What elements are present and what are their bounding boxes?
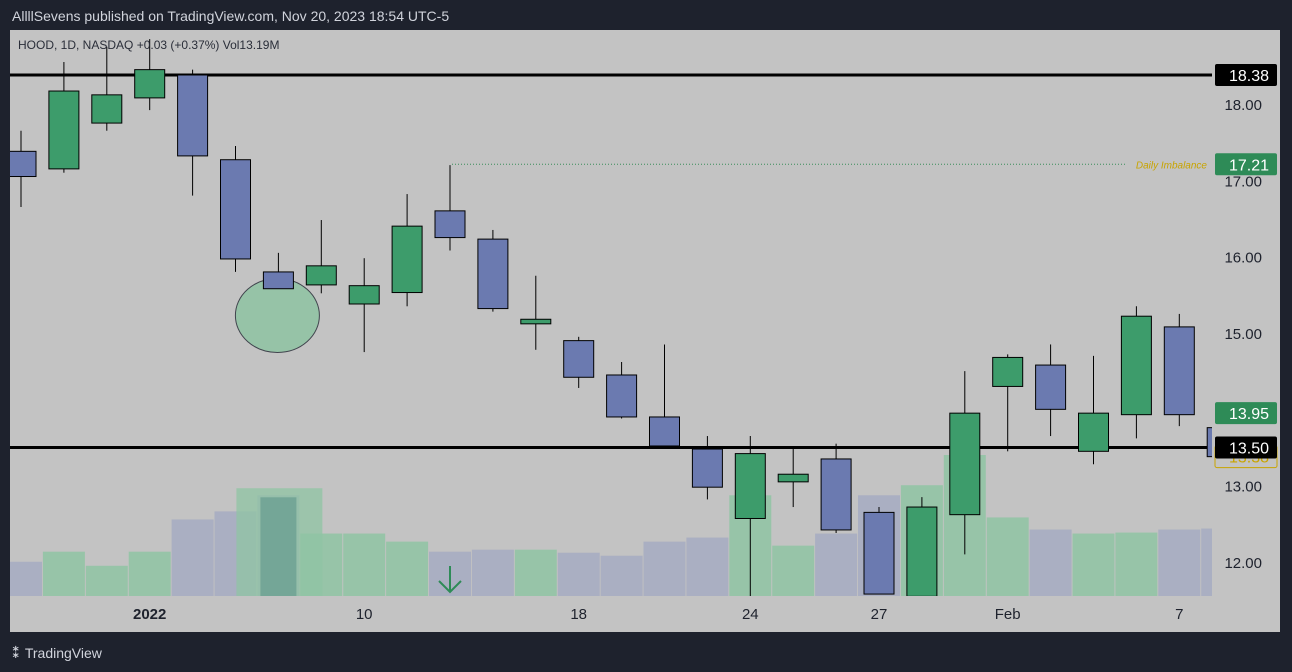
- y-tick-label: 13.00: [1224, 479, 1262, 496]
- volume-highlight-bar: [260, 497, 297, 596]
- volume-bar: [1158, 529, 1201, 596]
- volume-bar: [815, 533, 858, 596]
- candle-body: [1206, 427, 1212, 458]
- volume-bar: [1115, 532, 1158, 596]
- volume-bar: [986, 517, 1029, 596]
- candle-body: [649, 416, 680, 447]
- highlight-circle: [234, 277, 320, 353]
- x-tick-label: 2022: [133, 606, 166, 623]
- volume-bar: [1029, 529, 1072, 596]
- candle-body: [220, 159, 251, 260]
- volume-bar: [686, 537, 729, 596]
- volume-bar: [171, 519, 214, 596]
- candle-body: [863, 511, 895, 595]
- y-tick-label: 17.00: [1224, 173, 1262, 190]
- x-tick-label: 24: [742, 606, 759, 623]
- candle-body: [734, 453, 766, 519]
- volume-bar: [1072, 533, 1115, 596]
- volume-bar: [643, 541, 686, 596]
- candle-body: [606, 374, 638, 418]
- footer-bar: [0, 634, 1292, 672]
- publish-bar: AllllSevens published on TradingView.com…: [0, 0, 1292, 32]
- volume-bar: [85, 565, 128, 596]
- volume-bar: [514, 549, 557, 596]
- imbalance-label: Daily Imbalance: [1136, 160, 1208, 171]
- x-tick-label: Feb: [995, 606, 1021, 623]
- brand-label: TradingView: [24, 645, 102, 661]
- volume-bar: [42, 551, 85, 596]
- candle-body: [1035, 364, 1067, 410]
- candle-body: [348, 285, 380, 305]
- tradingview-logo-icon: ⁑: [12, 645, 20, 662]
- y-tick-label: 16.00: [1224, 250, 1262, 267]
- x-tick-label: 27: [871, 606, 888, 623]
- volume-bar: [471, 549, 514, 596]
- volume-bar: [300, 533, 343, 596]
- volume-bar: [128, 551, 171, 596]
- down-arrow-icon: [438, 566, 462, 594]
- candle-body: [563, 340, 595, 378]
- candle-body: [906, 506, 938, 596]
- symbol-legend: HOOD, 1D, NASDAQ +0.03 (+0.37%) Vol13.19…: [18, 38, 280, 52]
- candle-body: [777, 473, 809, 483]
- price-badge: [1215, 63, 1277, 86]
- candle-body: [305, 265, 337, 286]
- candle-body: [134, 69, 166, 99]
- tradingview-brand[interactable]: ⁑ TradingView: [12, 644, 102, 662]
- x-tick-label: 7: [1175, 606, 1183, 623]
- volume-bar: [343, 533, 386, 596]
- candle-body: [48, 90, 80, 170]
- candle-body: [1163, 326, 1195, 416]
- candle-body: [1120, 315, 1152, 416]
- candle-body: [1078, 412, 1109, 452]
- volume-bar: [1201, 528, 1212, 596]
- price-badge-label: 13.95: [1229, 406, 1269, 423]
- candle-body: [820, 458, 852, 531]
- x-tick-label: 10: [356, 606, 373, 623]
- candle-body: [477, 238, 509, 310]
- candle-body: [262, 271, 294, 290]
- candle-body: [520, 318, 552, 325]
- price-badge-label: 17.21: [1229, 157, 1269, 174]
- volume-bar: [600, 555, 643, 596]
- volume-bar: [10, 561, 42, 596]
- candle-body: [691, 448, 723, 488]
- candle-body: [434, 210, 466, 239]
- price-badge: [1215, 402, 1277, 425]
- publish-line: AllllSevens published on TradingView.com…: [12, 8, 450, 24]
- candle-body: [949, 412, 981, 516]
- y-tick-label: 12.00: [1224, 555, 1262, 572]
- candle-body: [992, 356, 1024, 387]
- price-badge: [1215, 436, 1277, 459]
- y-tick-label: 18.00: [1224, 97, 1262, 114]
- price-badge-label: 13.50: [1229, 441, 1269, 458]
- volume-bar: [386, 541, 429, 596]
- candle-body: [91, 94, 123, 124]
- price-badge: [1215, 153, 1277, 176]
- x-tick-label: 18: [570, 606, 587, 623]
- y-tick-label: 15.00: [1224, 326, 1262, 343]
- candle-body: [391, 225, 423, 294]
- volume-bar: [772, 545, 815, 596]
- candle-body: [10, 150, 37, 178]
- volume-bar: [557, 552, 600, 596]
- candle-body: [177, 74, 209, 157]
- price-badge-label: 18.38: [1229, 68, 1269, 85]
